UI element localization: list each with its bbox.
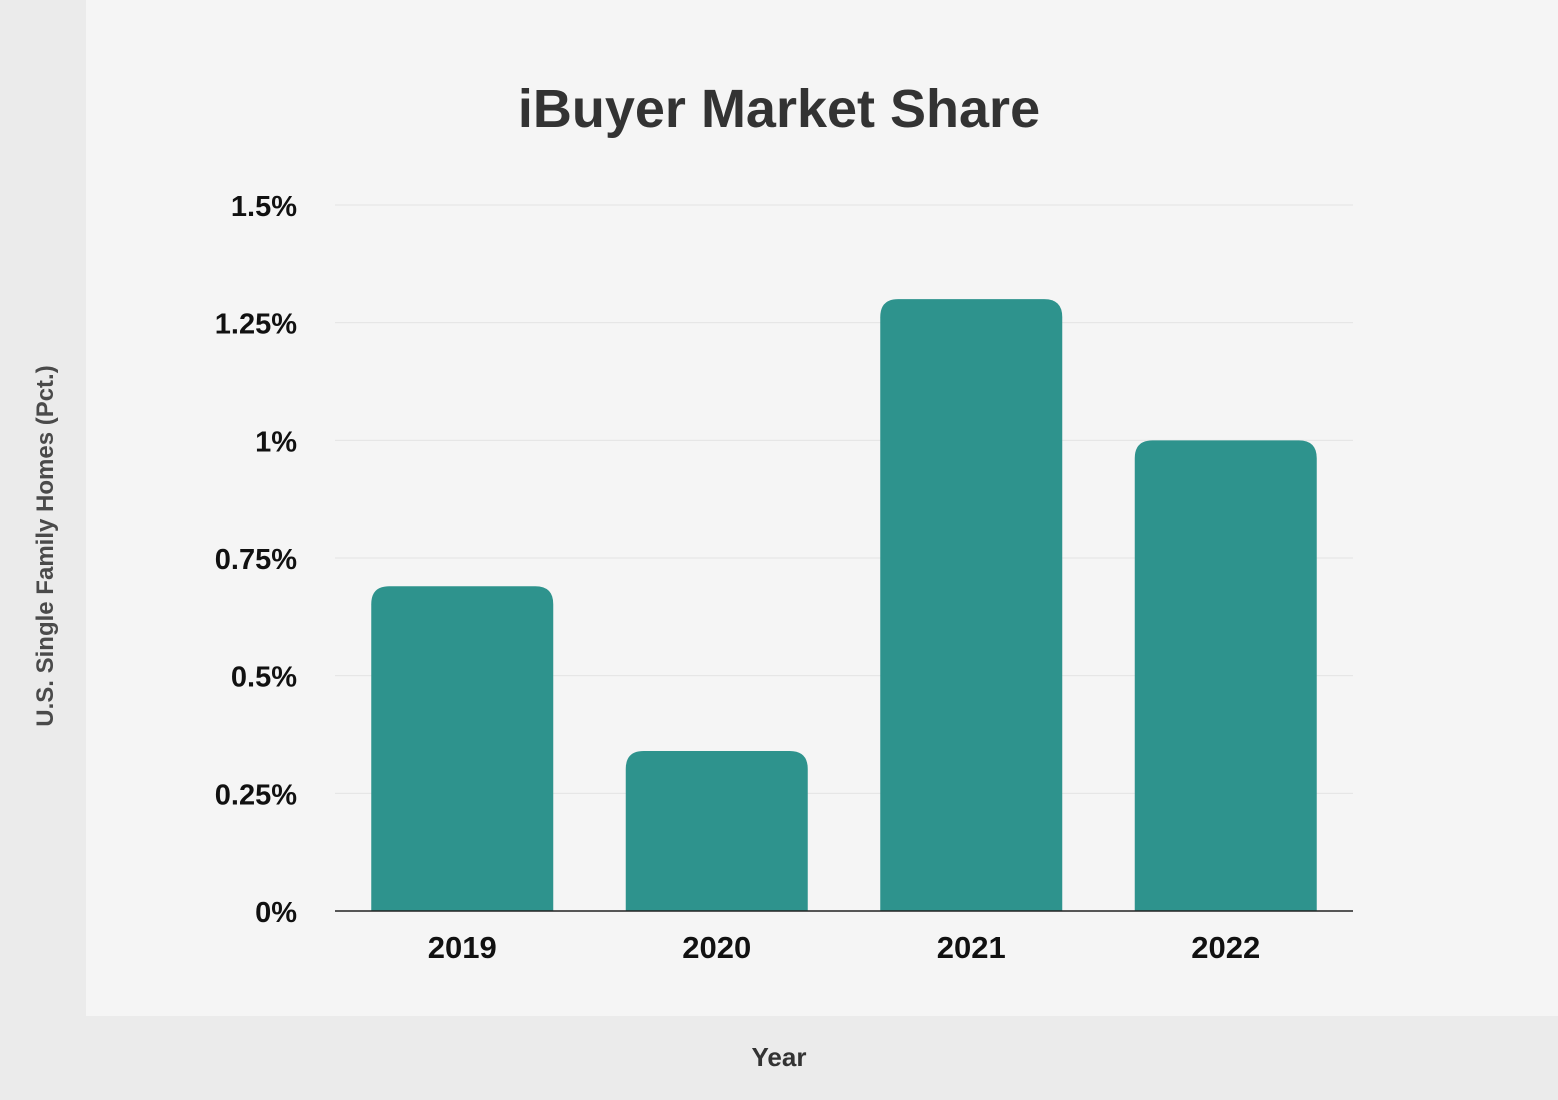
bar-2022 xyxy=(1134,440,1317,911)
y-tick-label: 1% xyxy=(255,426,297,458)
y-tick-label: 0.75% xyxy=(215,544,297,576)
bar-2019 xyxy=(371,586,554,911)
y-tick-label: 1.25% xyxy=(215,309,297,341)
x-tick-label: 2022 xyxy=(1191,930,1260,965)
bottom-band xyxy=(86,1016,1558,1100)
x-axis-label: Year xyxy=(751,1042,807,1072)
x-tick-label: 2020 xyxy=(682,930,751,965)
bar-2021 xyxy=(880,299,1063,912)
y-tick-label: 0.25% xyxy=(215,779,297,811)
chart-title: iBuyer Market Share xyxy=(517,79,1041,139)
x-tick-label: 2021 xyxy=(937,930,1006,965)
y-tick-label: 0% xyxy=(255,897,297,929)
y-tick-label: 0.5% xyxy=(231,662,297,694)
y-tick-label: 1.5% xyxy=(231,191,297,223)
x-tick-label: 2019 xyxy=(428,930,497,965)
left-band xyxy=(0,0,86,1100)
bar-2020 xyxy=(625,750,808,911)
